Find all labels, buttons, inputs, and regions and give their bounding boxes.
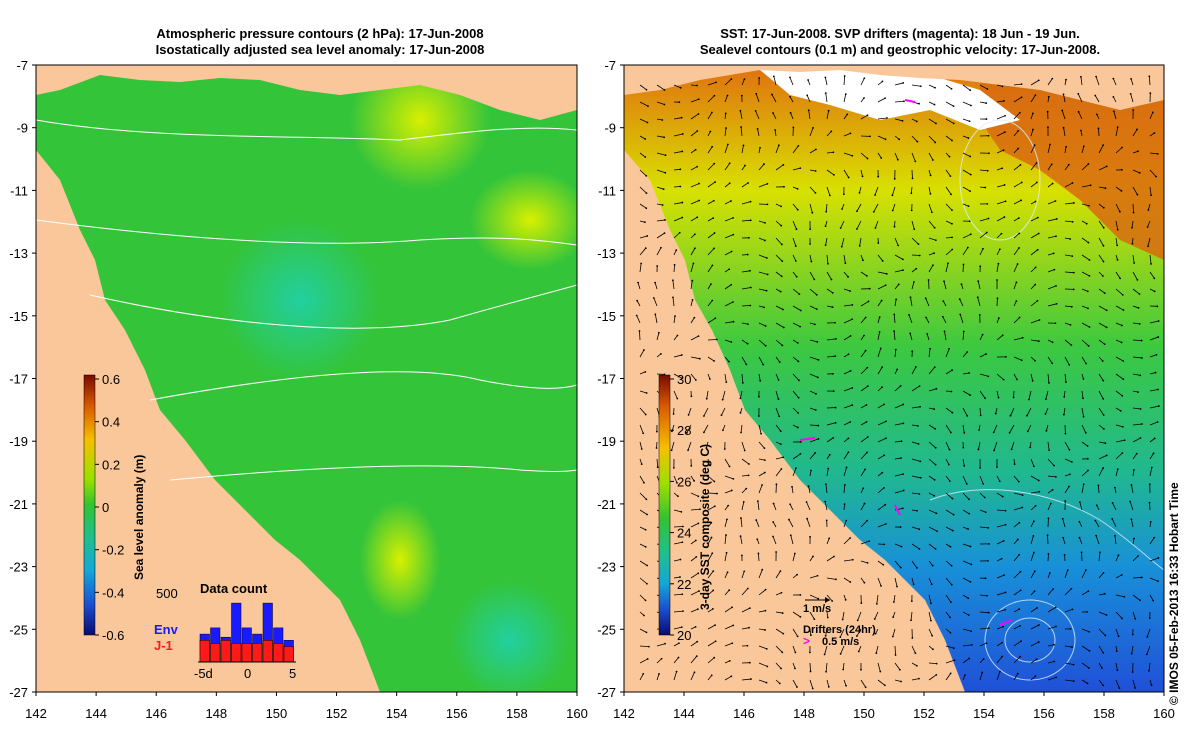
sla-colorbar	[83, 374, 96, 636]
left-lat-tick: -23	[9, 560, 28, 575]
left-lon-tick: 156	[446, 706, 468, 721]
inset-ymax-label: 500	[156, 586, 178, 601]
left-map-panel: 0.6 0.4 0.2 0 -0.2 -0.4 -0.6 Sea level anomaly…	[9, 58, 588, 721]
left-lat-tick: -27	[9, 685, 28, 700]
left-title: Atmospheric pressure contours (2 hPa): 1…	[40, 26, 600, 58]
sla-high-anomaly-south	[360, 500, 440, 620]
left-lat-tick: -13	[9, 246, 28, 261]
right-lat-tick: -17	[597, 372, 616, 387]
left-lon-tick: 142	[25, 706, 47, 721]
cloud-mask	[760, 66, 1020, 130]
right-lon-tick: 142	[613, 706, 635, 721]
sla-low-anomaly	[220, 220, 380, 380]
sla-colorbar-tick: 0	[102, 500, 109, 515]
left-lon-tick: 158	[506, 706, 528, 721]
left-lat-tick: -11	[10, 183, 28, 198]
land-australia-right	[624, 150, 965, 692]
sla-high-anomaly-north	[350, 65, 490, 190]
sla-colorbar-tick: -0.2	[102, 543, 124, 558]
inset-xtick-5: 5	[289, 666, 296, 681]
left-lon-tick: 148	[205, 706, 227, 721]
right-lat-tick: -19	[597, 434, 616, 449]
land-png-right	[624, 65, 1164, 110]
velocity-scale-label: 1 m/s	[803, 603, 831, 615]
left-title-line1: Atmospheric pressure contours (2 hPa): 1…	[156, 26, 484, 41]
right-lon-tick: 154	[973, 706, 995, 721]
sealevel-contours	[929, 119, 1164, 681]
velocity-scale: 1 m/s Drifters (24hr) > 0.5 m/s	[803, 597, 876, 648]
right-lat-tick: -7	[604, 58, 616, 73]
right-lon-tick: 150	[853, 706, 875, 721]
sst-colorbar-tick: 24	[677, 526, 691, 541]
sst-colorbar-label: 3-day SST composite (deg C)	[698, 444, 712, 610]
right-lat-tick: -25	[597, 622, 616, 637]
drifters-speed: 0.5 m/s	[822, 636, 859, 648]
left-lon-tick: 150	[266, 706, 288, 721]
right-lon-tick: 146	[733, 706, 755, 721]
left-lat-tick: -9	[16, 121, 28, 136]
sla-colorbar-tick: 0.2	[102, 457, 120, 472]
right-lon-tick: 158	[1093, 706, 1115, 721]
sst-colorbar-ticks: 30 28 26 24 22 20	[670, 372, 691, 643]
right-lat-tick: -11	[598, 183, 616, 198]
sst-colorbar-tick: 30	[677, 372, 691, 387]
right-lon-tick: 156	[1033, 706, 1055, 721]
drifter-tracks	[799, 99, 1013, 626]
sst-colorbar-tick: 26	[677, 474, 691, 489]
sla-high-anomaly	[470, 170, 577, 270]
left-lat-tick: -17	[9, 372, 28, 387]
right-lat-tick: -21	[597, 497, 616, 512]
right-title-line1: SST: 17-Jun-2008. SVP drifters (magenta)…	[720, 26, 1080, 41]
left-title-line2: Isostatically adjusted sea level anomaly…	[155, 42, 485, 57]
inset-legend-env: Env	[154, 622, 179, 637]
inset-xtick-neg5: -5d	[194, 666, 213, 681]
right-title-line2: Sealevel contours (0.1 m) and geostrophi…	[699, 42, 1101, 57]
sst-colorbar-tick: 28	[677, 423, 691, 438]
data-count-inset: Data count 500 Env J-1 -5d 0 5	[154, 581, 296, 681]
right-lat-tick: -15	[597, 309, 616, 324]
sst-colorbar-tick: 22	[677, 577, 691, 592]
right-lon-tick: 160	[1153, 706, 1175, 721]
left-lat-tick: -25	[9, 622, 28, 637]
right-lon-tick: 152	[913, 706, 935, 721]
right-lat-tick: -23	[597, 560, 616, 575]
left-lat-tick: -15	[9, 309, 28, 324]
sst-colorbar-tick: 20	[677, 628, 691, 643]
pressure-contours	[36, 119, 577, 481]
left-lon-tick: 160	[566, 706, 588, 721]
sla-colorbar-tick: 0.4	[102, 415, 120, 430]
drifters-label: Drifters (24hr)	[803, 624, 876, 636]
sla-colorbar-tick: -0.4	[102, 585, 124, 600]
inset-legend-j1: J-1	[154, 638, 173, 653]
right-lat-tick: -13	[597, 246, 616, 261]
right-lat-tick: -9	[604, 121, 616, 136]
left-lat-tick: -7	[16, 58, 28, 73]
left-lat-tick: -21	[9, 497, 28, 512]
left-lon-tick: 146	[145, 706, 167, 721]
right-title: SST: 17-Jun-2008. SVP drifters (magenta)…	[620, 26, 1180, 58]
right-lon-tick: 148	[793, 706, 815, 721]
sst-warm-pool	[980, 70, 1164, 260]
sst-colorbar	[658, 374, 671, 636]
right-lat-tick: -27	[597, 685, 616, 700]
footer-credit: © IMOS 05-Feb-2013 16:33 Hobart Time	[1167, 482, 1181, 705]
inset-title: Data count	[200, 581, 268, 596]
land-png	[36, 65, 577, 120]
sla-colorbar-tick: 0.6	[102, 372, 120, 387]
left-lon-tick: 154	[386, 706, 408, 721]
right-lon-tick: 144	[673, 706, 695, 721]
sla-colorbar-tick: -0.6	[102, 628, 124, 643]
inset-xtick-0: 0	[244, 666, 251, 681]
drifters-arrow: >	[803, 634, 810, 648]
land-australia	[36, 150, 380, 692]
left-lon-tick: 144	[85, 706, 107, 721]
sla-colorbar-label: Sea level anomaly (m)	[132, 455, 146, 580]
left-lat-tick: -19	[9, 434, 28, 449]
geostrophic-velocity-arrows	[635, 75, 1160, 690]
sla-low-anomaly-south	[450, 580, 570, 692]
sla-colorbar-ticks: 0.6 0.4 0.2 0 -0.2 -0.4 -0.6	[95, 372, 124, 643]
left-lon-tick: 152	[326, 706, 348, 721]
